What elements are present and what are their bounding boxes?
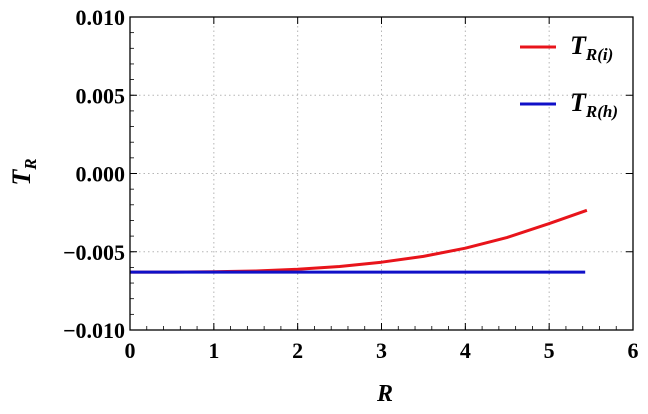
x-tick-label: 0 — [125, 338, 136, 363]
y-axis-label-base: T — [7, 169, 36, 186]
y-axis-label-sub: R — [21, 158, 40, 170]
y-tick-label: 0.010 — [76, 5, 126, 30]
y-tick-label: 0.005 — [76, 83, 126, 108]
legend: TR(i)TR(h) — [520, 31, 618, 121]
y-tick-label: −0.010 — [63, 318, 125, 343]
y-axis-label: TR — [7, 158, 40, 185]
grid-layer — [130, 17, 633, 330]
tick-layer: 0 1 2 3 4 5 6 −0.010 −0.005 0.000 0.005 0.010 — [63, 5, 639, 363]
x-tick-label: 5 — [544, 338, 555, 363]
legend-label-sub: R(h) — [585, 102, 618, 121]
x-axis-label: R — [376, 381, 393, 407]
legend-label-base: T — [570, 88, 587, 117]
x-tick-label: 1 — [208, 338, 219, 363]
series-line-ri — [130, 208, 588, 274]
x-tick-label: 4 — [460, 338, 471, 363]
legend-label-sub: R(i) — [585, 45, 613, 64]
legend-label: TR(i) — [570, 31, 613, 64]
y-tick-label: 0.000 — [76, 162, 126, 187]
legend-label-base: T — [570, 31, 587, 60]
x-tick-label: 6 — [628, 338, 639, 363]
series-layer — [130, 208, 588, 274]
x-tick-label: 3 — [376, 338, 387, 363]
x-tick-label: 2 — [292, 338, 303, 363]
legend-label: TR(h) — [570, 88, 618, 121]
y-tick-label: −0.005 — [63, 240, 125, 265]
